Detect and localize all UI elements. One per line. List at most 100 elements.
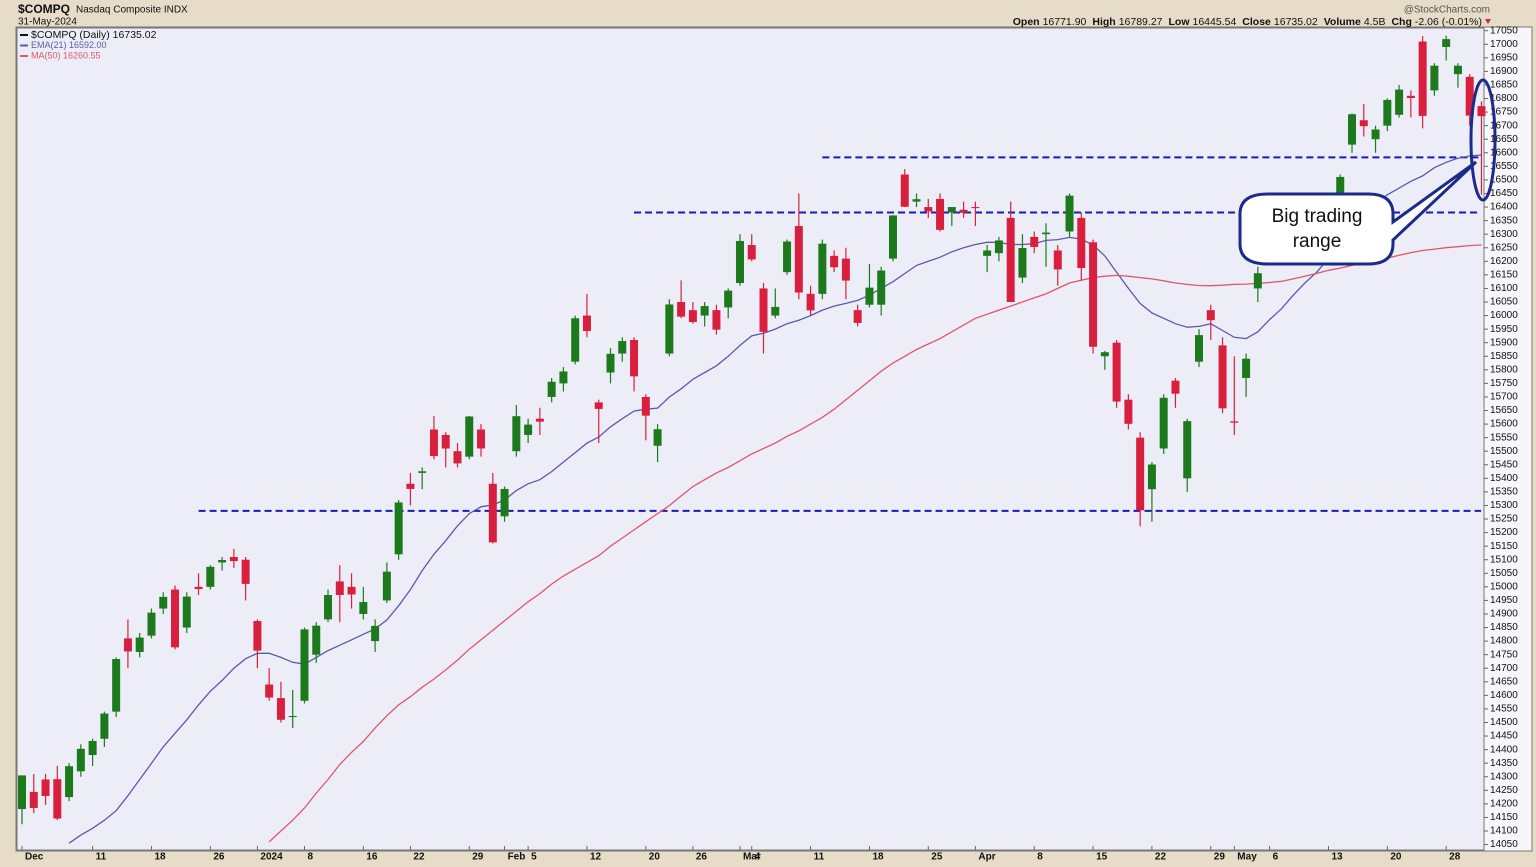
- y-tick-label: 14600: [1490, 690, 1518, 701]
- x-tick-label: 22: [413, 852, 425, 863]
- candle-body: [418, 471, 427, 473]
- x-tick-label: 13: [1331, 852, 1343, 863]
- symbol: $COMPQ: [18, 2, 70, 16]
- candle-body: [535, 418, 544, 422]
- candle-body: [559, 371, 568, 384]
- candle-body: [983, 250, 992, 256]
- candle-body: [724, 290, 733, 308]
- candle-body: [794, 226, 803, 293]
- candle-body: [100, 713, 109, 739]
- y-tick-label: 14550: [1490, 704, 1518, 715]
- candle-body: [265, 684, 274, 698]
- candle-body: [1230, 421, 1239, 423]
- candle-body: [1430, 65, 1439, 91]
- y-tick-label: 15800: [1490, 364, 1518, 375]
- y-tick-label: 16400: [1490, 202, 1518, 213]
- candle-body: [406, 483, 415, 489]
- y-tick-label: 16100: [1490, 283, 1518, 294]
- candle-body: [1041, 232, 1050, 235]
- y-tick-label: 14050: [1490, 839, 1518, 850]
- candle-body: [382, 571, 391, 601]
- candle-body: [994, 240, 1003, 254]
- y-tick-label: 14450: [1490, 731, 1518, 742]
- y-tick-label: 14200: [1490, 799, 1518, 810]
- y-tick-label: 14250: [1490, 785, 1518, 796]
- candle-body: [1348, 114, 1357, 145]
- x-tick-label: Dec: [25, 852, 44, 863]
- candle-body: [700, 306, 709, 316]
- quote-label: High: [1092, 16, 1115, 28]
- candle-body: [924, 207, 933, 212]
- candle-body: [18, 775, 26, 810]
- candle-body: [335, 581, 344, 595]
- candle-body: [665, 304, 674, 354]
- candle-body: [947, 207, 956, 213]
- candle-body: [1112, 342, 1121, 402]
- y-tick-label: 16850: [1490, 80, 1518, 91]
- candle-body: [218, 559, 227, 563]
- candle-body: [888, 215, 897, 259]
- indicator-line: [268, 244, 1482, 843]
- candle-body: [276, 698, 285, 720]
- y-tick-label: 15050: [1490, 568, 1518, 579]
- candle-body: [347, 586, 356, 595]
- candle-body: [547, 381, 556, 397]
- x-tick-label: 20: [1390, 852, 1402, 863]
- y-tick-label: 15100: [1490, 554, 1518, 565]
- y-tick-label: 16200: [1490, 256, 1518, 267]
- candle-body: [1018, 248, 1027, 278]
- quote-value: 4.5B: [1364, 16, 1386, 28]
- y-tick-label: 16000: [1490, 310, 1518, 321]
- change-arrow: [1485, 19, 1491, 24]
- quote-label: Open: [1013, 16, 1040, 28]
- y-tick-label: 15250: [1490, 514, 1518, 525]
- candle-body: [1359, 120, 1368, 127]
- candle-body: [429, 429, 438, 457]
- candle-body: [182, 596, 191, 628]
- x-tick-label: 5: [531, 852, 537, 863]
- x-tick-label: 16: [366, 852, 378, 863]
- x-tick-label: 11: [814, 852, 825, 863]
- candle-body: [453, 451, 462, 464]
- x-tick-label: 22: [1155, 852, 1167, 863]
- quote-value: 16789.27: [1119, 16, 1163, 28]
- candle-body: [229, 557, 238, 562]
- candle-body: [253, 621, 262, 651]
- candle-body: [312, 625, 321, 655]
- y-tick-label: 16050: [1490, 297, 1518, 308]
- x-tick-label: 2024: [260, 852, 283, 863]
- candle-body: [1124, 399, 1133, 424]
- y-tick-label: 15750: [1490, 378, 1518, 389]
- y-tick-label: 16950: [1490, 52, 1518, 63]
- candle-body: [1453, 65, 1462, 75]
- callout-line: range: [1293, 231, 1342, 252]
- y-tick-label: 15200: [1490, 527, 1518, 538]
- highlight-ellipse: [1469, 78, 1497, 202]
- candle-body: [1147, 464, 1156, 490]
- candle-body: [371, 625, 380, 642]
- candle-body: [594, 402, 603, 409]
- y-tick-label: 15450: [1490, 459, 1518, 470]
- plot-area: [16, 27, 1485, 851]
- candle-body: [1089, 242, 1098, 347]
- candle-body: [53, 779, 62, 819]
- y-tick-label: 15150: [1490, 541, 1518, 552]
- y-tick-label: 16550: [1490, 161, 1518, 172]
- x-tick-label: 28: [1449, 852, 1461, 863]
- x-tick-label: 26: [696, 852, 708, 863]
- candle-body: [41, 779, 50, 797]
- candle-body: [123, 638, 132, 652]
- y-tick-label: 16150: [1490, 270, 1518, 281]
- candle-body: [641, 396, 650, 416]
- candle-body: [959, 209, 968, 213]
- quote-value: 16735.02: [1274, 16, 1318, 28]
- y-tick-label: 15350: [1490, 487, 1518, 498]
- date: 31-May-2024: [18, 17, 77, 28]
- y-tick-label: 15000: [1490, 581, 1518, 592]
- y-tick-label: 16750: [1490, 107, 1518, 118]
- candle-body: [1053, 250, 1062, 270]
- x-tick-label: Apr: [978, 852, 995, 863]
- candle-body: [1065, 195, 1074, 232]
- candle-body: [300, 629, 309, 701]
